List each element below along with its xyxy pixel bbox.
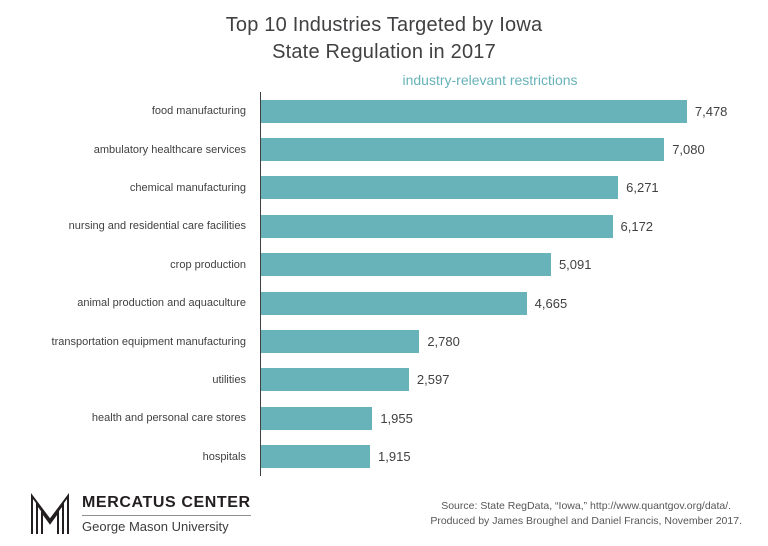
bar-track: 7,080 bbox=[260, 130, 768, 169]
category-label: transportation equipment manufacturing bbox=[51, 335, 246, 348]
chart-row: utilities 2,597 bbox=[0, 360, 768, 400]
bar-track: 5,091 bbox=[260, 245, 768, 284]
category-label: ambulatory healthcare services bbox=[93, 143, 246, 156]
value-label: 6,271 bbox=[626, 180, 659, 196]
category-label: chemical manufacturing bbox=[129, 181, 246, 194]
brand-block: MERCATUS CENTER George Mason University bbox=[28, 492, 251, 536]
chart-row: health and personal care stores 1,955 bbox=[0, 399, 768, 438]
page-title: Top 10 Industries Targeted by Iowa State… bbox=[0, 0, 768, 66]
bar-track: 7,478 bbox=[260, 92, 768, 131]
value-label: 7,080 bbox=[672, 142, 705, 158]
bar bbox=[261, 406, 373, 430]
chart-row: hospitals 1,915 bbox=[0, 437, 768, 476]
category-label: animal production and aquaculture bbox=[77, 297, 246, 310]
bar-track: 1,915 bbox=[260, 437, 768, 476]
category-label: food manufacturing bbox=[151, 105, 246, 118]
value-label: 6,172 bbox=[620, 218, 654, 234]
brand-university: George Mason University bbox=[82, 515, 251, 534]
brand-text: MERCATUS CENTER George Mason University bbox=[82, 494, 251, 534]
bar-track: 2,597 bbox=[260, 360, 768, 400]
title-line-1: Top 10 Industries Targeted by Iowa bbox=[225, 14, 543, 36]
title-line-2: State Regulation in 2017 bbox=[272, 41, 496, 63]
source-line-2: Produced by James Broughel and Daniel Fr… bbox=[430, 515, 742, 527]
chart-row: animal production and aquaculture 4,665 bbox=[0, 283, 768, 323]
chart-row: chemical manufacturing 6,271 bbox=[0, 168, 768, 208]
bar bbox=[261, 99, 687, 123]
value-label: 4,665 bbox=[534, 295, 568, 311]
mercatus-logo-icon bbox=[31, 493, 69, 534]
value-label: 2,780 bbox=[427, 334, 460, 350]
bar bbox=[261, 291, 527, 315]
value-label: 1,955 bbox=[380, 410, 413, 426]
chart-row: ambulatory healthcare services 7,080 bbox=[0, 130, 768, 169]
chart-row: crop production 5,091 bbox=[0, 245, 768, 284]
bar bbox=[261, 138, 665, 162]
bar bbox=[261, 253, 551, 277]
bar bbox=[261, 214, 613, 238]
chart-row: transportation equipment manufacturing 2,… bbox=[0, 322, 768, 361]
value-label: 2,597 bbox=[416, 372, 450, 388]
brand-name: MERCATUS CENTER bbox=[82, 494, 251, 511]
chart-row: food manufacturing 7,478 bbox=[0, 92, 768, 131]
category-label: health and personal care stores bbox=[91, 412, 246, 425]
bar bbox=[261, 330, 420, 354]
chart-subtitle: industry-relevant restrictions bbox=[402, 72, 578, 88]
value-label: 5,091 bbox=[558, 257, 592, 273]
category-label: crop production bbox=[170, 258, 246, 271]
value-label: 1,915 bbox=[378, 449, 411, 465]
value-label: 7,478 bbox=[694, 103, 728, 119]
bar-track: 4,665 bbox=[260, 283, 768, 323]
bar bbox=[261, 368, 409, 392]
bar bbox=[261, 176, 619, 200]
source-note: Source: State RegData, “Iowa,” http://ww… bbox=[430, 499, 742, 529]
bar-track: 1,955 bbox=[260, 399, 768, 438]
bar bbox=[261, 445, 371, 469]
bar-track: 6,172 bbox=[260, 207, 768, 246]
category-label: utilities bbox=[212, 373, 246, 386]
chart-row: nursing and residential care facilities 6… bbox=[0, 207, 768, 246]
bar-track: 2,780 bbox=[260, 322, 768, 361]
footer: MERCATUS CENTER George Mason University … bbox=[0, 492, 768, 536]
bar-track: 6,271 bbox=[260, 168, 768, 208]
bar-chart: food manufacturing 7,478 ambulatory health… bbox=[0, 92, 768, 476]
source-line-1: Source: State RegData, “Iowa,” http://ww… bbox=[441, 500, 732, 512]
category-label: hospitals bbox=[202, 450, 246, 463]
category-label: nursing and residential care facilities bbox=[68, 220, 246, 233]
